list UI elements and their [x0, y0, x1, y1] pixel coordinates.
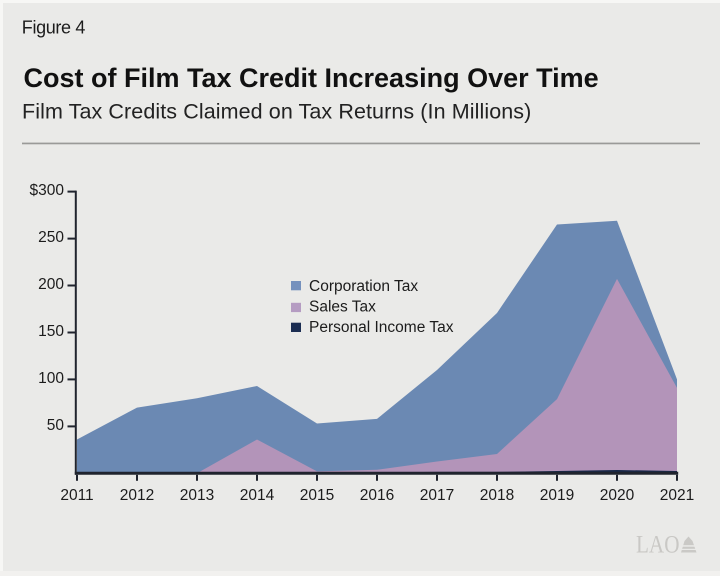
svg-text:2012: 2012 — [120, 487, 154, 504]
svg-text:Film Tax Credits Claimed on Ta: Film Tax Credits Claimed on Tax Returns … — [22, 99, 531, 123]
svg-text:2017: 2017 — [420, 487, 454, 504]
svg-text:Cost of Film Tax Credit Increa: Cost of Film Tax Credit Increasing Over … — [24, 63, 599, 93]
svg-text:50: 50 — [47, 417, 65, 434]
svg-text:2015: 2015 — [300, 487, 334, 504]
svg-text:2013: 2013 — [180, 487, 214, 504]
svg-text:250: 250 — [38, 229, 64, 246]
svg-text:200: 200 — [38, 276, 64, 293]
svg-text:Figure 4: Figure 4 — [22, 17, 86, 37]
svg-text:100: 100 — [38, 370, 64, 387]
svg-text:2021: 2021 — [660, 487, 694, 504]
svg-text:Corporation Tax: Corporation Tax — [309, 278, 418, 295]
svg-text:2020: 2020 — [600, 487, 635, 504]
svg-text:LAO: LAO — [636, 530, 680, 559]
svg-text:$300: $300 — [30, 182, 65, 199]
svg-text:2011: 2011 — [60, 487, 93, 504]
svg-text:Sales Tax: Sales Tax — [309, 299, 376, 316]
svg-text:2016: 2016 — [360, 487, 394, 504]
svg-text:150: 150 — [38, 323, 64, 340]
svg-text:Personal Income Tax: Personal Income Tax — [309, 319, 454, 336]
svg-text:2018: 2018 — [480, 487, 514, 504]
svg-text:2019: 2019 — [540, 487, 574, 504]
svg-text:2014: 2014 — [240, 487, 275, 504]
